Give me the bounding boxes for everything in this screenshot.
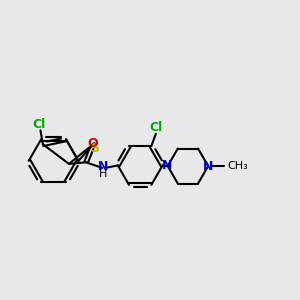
Text: S: S [90,142,99,155]
Text: Cl: Cl [149,121,163,134]
Text: N: N [162,159,172,172]
Text: N: N [98,160,109,173]
Text: Cl: Cl [33,118,46,131]
Text: H: H [99,169,108,178]
Text: CH₃: CH₃ [228,161,248,171]
Text: N: N [203,160,214,172]
Text: O: O [88,136,98,149]
